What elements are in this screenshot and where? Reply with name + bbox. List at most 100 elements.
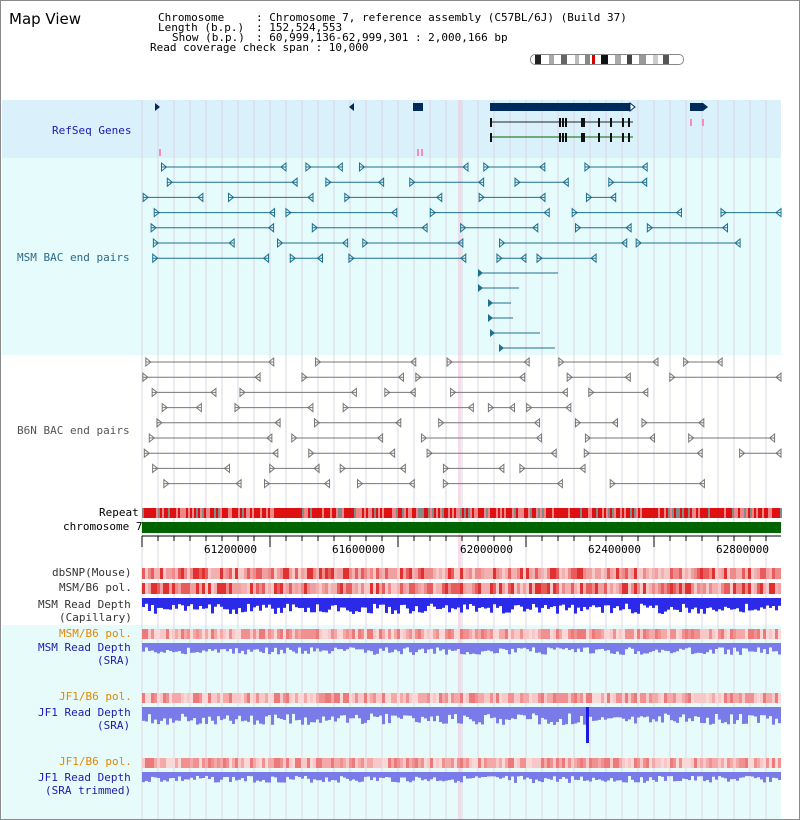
heat-cell <box>262 629 265 639</box>
repeat-cell <box>146 508 148 518</box>
depth-bar <box>181 643 184 654</box>
heat-cell <box>175 583 178 594</box>
depth-bar <box>760 643 763 653</box>
heat-cell <box>427 583 430 594</box>
heat-cell <box>256 583 259 594</box>
heat-cell <box>178 629 181 639</box>
heat-cell <box>145 758 148 768</box>
depth-bar <box>196 707 199 725</box>
heat-cell <box>187 693 190 703</box>
depth-bar <box>514 643 517 653</box>
bac-end-marker <box>721 222 729 233</box>
repeat-cell <box>682 508 684 518</box>
heat-cell <box>475 629 478 639</box>
depth-bar <box>409 598 412 614</box>
heat-cell <box>679 583 682 594</box>
heat-cell <box>586 758 589 768</box>
depth-bar <box>487 643 490 651</box>
depth-bar <box>412 707 415 719</box>
depth-bar <box>772 707 775 725</box>
depth-bar <box>625 643 628 650</box>
heat-cell <box>343 693 346 703</box>
heat-cell <box>679 693 682 703</box>
track-label-sra-2: (SRA) <box>97 719 131 732</box>
bac-end-marker <box>397 372 405 383</box>
heat-cell <box>241 568 244 579</box>
heat-cell <box>145 629 148 639</box>
depth-bar <box>265 643 268 648</box>
length-value: : 152,524,553 <box>256 21 343 34</box>
chromosome-ideogram[interactable] <box>530 54 684 65</box>
heat-cell <box>310 583 313 594</box>
bac-end-marker <box>442 478 450 489</box>
bac-end-marker <box>526 402 533 413</box>
depth-bar <box>421 772 424 781</box>
depth-bar <box>391 598 394 614</box>
depth-bar <box>208 643 211 650</box>
heat-cell <box>352 693 355 703</box>
heat-cell <box>622 693 625 703</box>
heat-cell <box>295 758 298 768</box>
heat-cell <box>292 629 295 639</box>
heat-cell <box>145 693 148 703</box>
depth-bar <box>229 643 232 649</box>
repeat-cell <box>732 508 734 518</box>
heat-cell <box>412 693 415 703</box>
heat-cell <box>499 758 502 768</box>
bac-end-marker <box>160 161 168 173</box>
heat-cell <box>631 758 634 768</box>
depth-bar <box>322 643 325 651</box>
depth-bar <box>637 707 640 718</box>
heat-cell <box>295 693 298 703</box>
heat-cell <box>760 758 763 768</box>
depth-bar <box>760 598 763 608</box>
repeat-cell <box>168 508 170 518</box>
depth-bar <box>490 772 493 777</box>
heat-cell <box>619 758 622 768</box>
heat-cell <box>670 583 673 594</box>
heat-cell <box>403 568 406 579</box>
heat-cell <box>649 583 652 594</box>
repeat-cell <box>490 508 492 518</box>
exon <box>559 133 561 142</box>
depth-bar <box>385 598 388 613</box>
depth-bar <box>703 707 706 724</box>
depth-bar <box>577 598 580 608</box>
heat-cell <box>625 583 628 594</box>
heat-cell <box>208 758 211 768</box>
heat-cell <box>661 758 664 768</box>
depth-bar <box>742 643 745 649</box>
bac-end-marker <box>508 402 516 413</box>
repeat-cell <box>312 508 314 518</box>
heat-cell <box>769 568 772 579</box>
heat-cell <box>331 568 334 579</box>
depth-bar <box>472 772 475 778</box>
heat-cell <box>430 629 433 639</box>
heat-cell <box>628 583 631 594</box>
heat-cell <box>289 758 292 768</box>
repeat-cell <box>696 508 698 518</box>
depth-bar <box>274 772 277 778</box>
depth-bar <box>295 707 298 721</box>
heat-cell <box>682 583 685 594</box>
depth-bar <box>421 643 424 649</box>
depth-bar <box>661 643 664 650</box>
heat-cell <box>652 629 655 639</box>
bac-end-marker <box>584 161 591 173</box>
heat-cell <box>367 629 370 639</box>
depth-bar <box>655 643 658 650</box>
heat-cell <box>541 629 544 639</box>
heat-cell <box>475 693 478 703</box>
depth-bar <box>373 643 376 655</box>
depth-bar <box>580 643 583 652</box>
depth-bar <box>271 707 274 725</box>
heat-cell <box>685 568 688 579</box>
heat-cell <box>175 568 178 579</box>
depth-bar <box>712 598 715 610</box>
repeat-cell <box>752 508 754 518</box>
bac-end-marker <box>254 372 261 383</box>
depth-bar <box>331 643 334 652</box>
depth-bar <box>694 598 697 608</box>
repeat-cell <box>254 508 256 518</box>
